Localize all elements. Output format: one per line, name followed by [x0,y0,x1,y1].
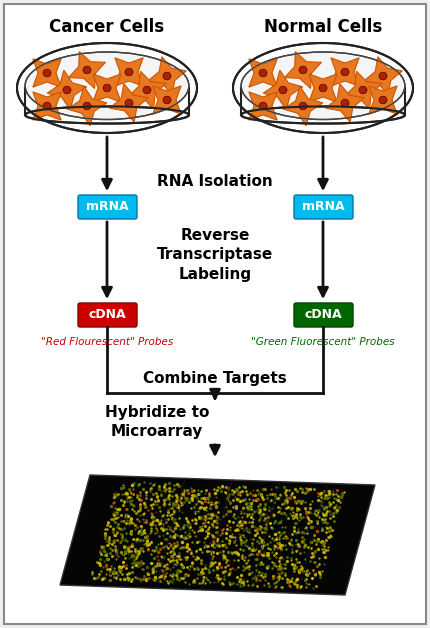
Ellipse shape [103,84,111,92]
FancyBboxPatch shape [78,195,137,219]
Ellipse shape [299,66,307,74]
Polygon shape [110,84,148,122]
Polygon shape [249,59,277,87]
Ellipse shape [279,86,287,94]
Ellipse shape [299,102,307,110]
Polygon shape [331,58,359,86]
Ellipse shape [341,68,349,76]
Polygon shape [369,86,397,114]
Polygon shape [283,86,323,126]
Text: cDNA: cDNA [304,308,342,322]
Polygon shape [47,70,87,110]
Ellipse shape [43,69,51,77]
Text: mRNA: mRNA [302,200,344,214]
Ellipse shape [125,99,133,107]
Ellipse shape [259,69,267,77]
Ellipse shape [379,96,387,104]
Ellipse shape [241,52,405,119]
Ellipse shape [319,84,327,92]
Ellipse shape [163,96,171,104]
Ellipse shape [341,99,349,107]
Ellipse shape [25,52,189,119]
Ellipse shape [143,86,151,94]
Text: mRNA: mRNA [86,200,128,214]
Text: Cancer Cells: Cancer Cells [49,18,165,36]
Ellipse shape [163,72,171,80]
Ellipse shape [259,102,267,110]
Polygon shape [326,84,364,122]
Text: Normal Cells: Normal Cells [264,18,382,36]
Polygon shape [115,58,143,86]
Text: Reverse
Transcriptase
Labeling: Reverse Transcriptase Labeling [157,228,273,283]
FancyBboxPatch shape [78,303,137,327]
Ellipse shape [125,68,133,76]
Text: Combine Targets: Combine Targets [143,371,287,386]
Ellipse shape [233,43,413,133]
Text: Hybridize to
Microarray: Hybridize to Microarray [105,404,209,440]
Polygon shape [33,59,61,87]
Text: cDNA: cDNA [88,308,126,322]
Ellipse shape [63,86,71,94]
FancyBboxPatch shape [4,4,426,624]
Ellipse shape [83,66,91,74]
Polygon shape [147,57,186,95]
Ellipse shape [379,72,387,80]
Polygon shape [67,86,107,126]
Polygon shape [344,71,382,109]
Ellipse shape [83,102,91,110]
Polygon shape [60,475,375,595]
FancyBboxPatch shape [294,303,353,327]
Ellipse shape [17,43,197,133]
Polygon shape [364,57,402,95]
Polygon shape [128,71,166,109]
Polygon shape [249,92,277,120]
Text: RNA Isolation: RNA Isolation [157,175,273,190]
Text: "Green Fluorescent" Probes: "Green Fluorescent" Probes [251,337,395,347]
Polygon shape [33,92,61,120]
Polygon shape [263,70,303,110]
Text: "Red Flourescent" Probes: "Red Flourescent" Probes [41,337,173,347]
Polygon shape [309,74,337,102]
Polygon shape [93,74,121,102]
Polygon shape [285,51,322,89]
Polygon shape [153,86,181,114]
Polygon shape [68,51,105,89]
Ellipse shape [43,102,51,110]
Ellipse shape [359,86,367,94]
FancyBboxPatch shape [294,195,353,219]
